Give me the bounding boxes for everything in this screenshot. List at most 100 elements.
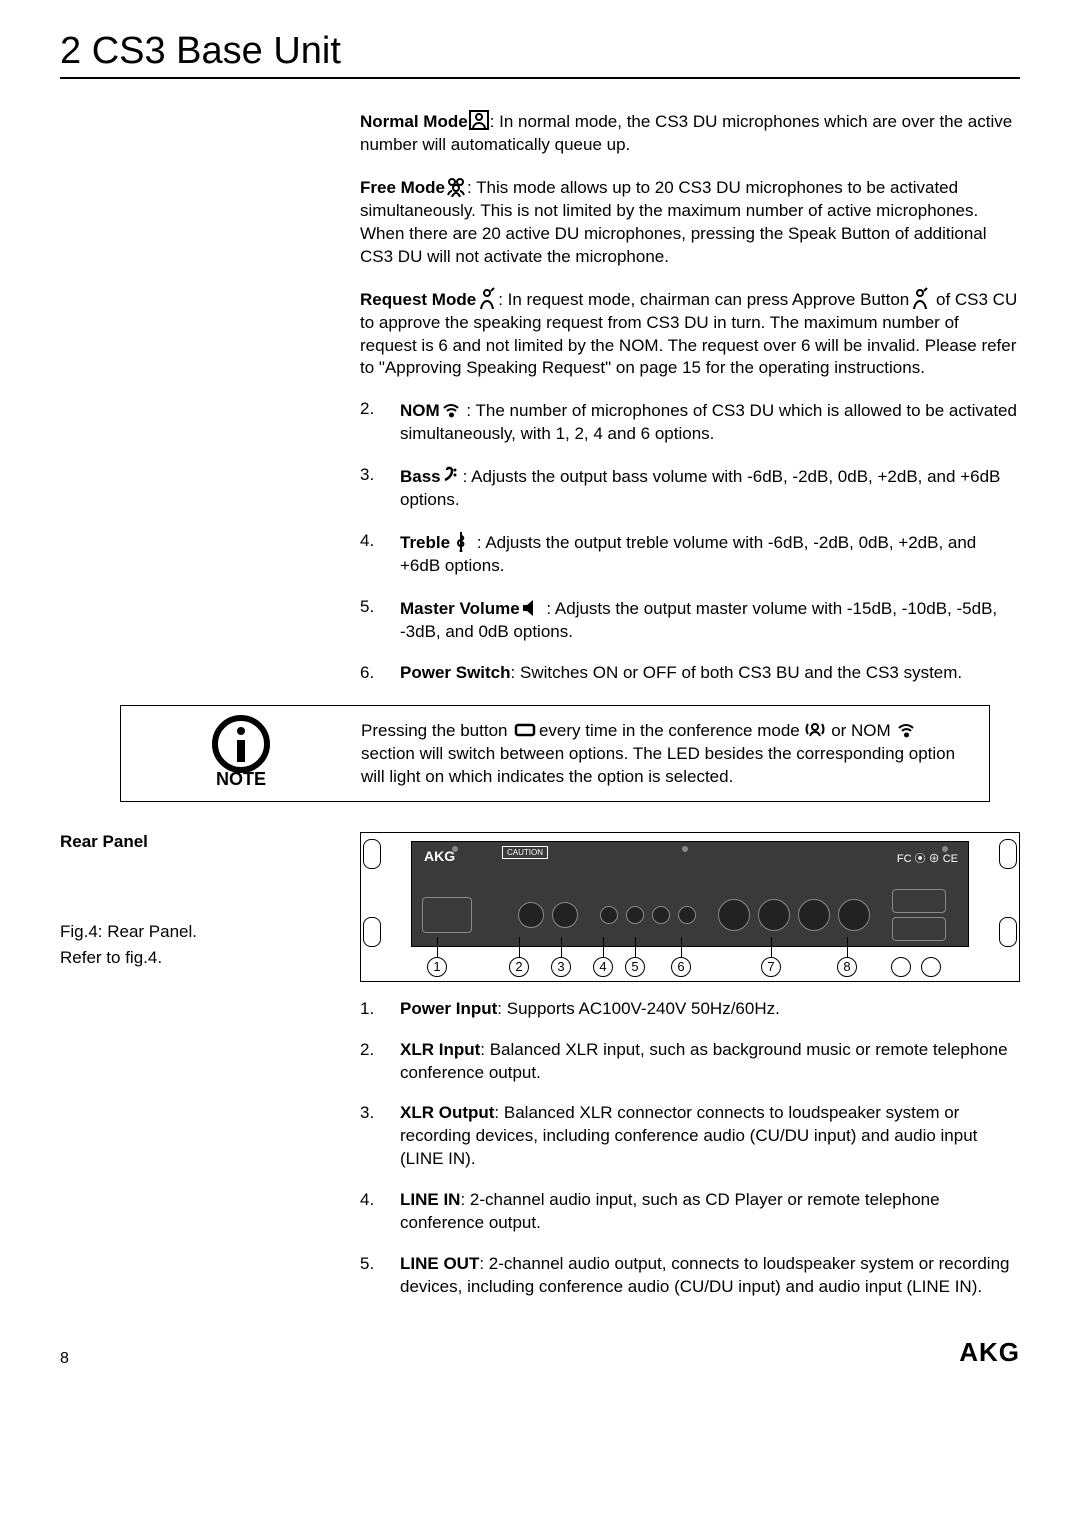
raised-hand-icon [476, 287, 498, 309]
request-mode-label: Request Mode [360, 290, 476, 309]
rear-panel-list: 1.Power Input: Supports AC100V-240V 50Hz… [360, 998, 1020, 1299]
item-text: : Adjusts the output bass volume with -6… [400, 467, 1000, 509]
line-jack [626, 906, 644, 924]
item-label: Bass [400, 467, 441, 486]
item-text: : Adjusts the output treble volume with … [400, 533, 976, 575]
button-rect-icon [512, 718, 534, 740]
item-text: : 2-channel audio output, connects to lo… [400, 1254, 1010, 1296]
list-item: 2. NOM : The number of microphones of CS… [360, 398, 1020, 446]
din-connector [798, 899, 830, 931]
power-inlet [422, 897, 472, 933]
figure-refer: Refer to fig.4. [60, 948, 360, 968]
callout-empty [891, 957, 911, 977]
page-number: 8 [60, 1350, 69, 1368]
callout-number: 8 [837, 957, 857, 977]
panel-logo: AKG [424, 848, 455, 864]
xlr-connector [518, 902, 544, 928]
note-text-d: section will switch between options. The… [361, 744, 955, 786]
brand-logo: AKG [959, 1337, 1020, 1368]
section-title: 2 CS3 Base Unit [60, 30, 1020, 79]
free-mode-label: Free Mode [360, 178, 445, 197]
request-mode-paragraph: Request Mode : In request mode, chairman … [360, 287, 1020, 381]
callout-number: 7 [761, 957, 781, 977]
line-jack [652, 906, 670, 924]
item-label: Treble [400, 533, 450, 552]
item-label: Master Volume [400, 599, 520, 618]
item-number: 4. [360, 530, 400, 578]
list-item: 4.LINE IN: 2-channel audio input, such a… [360, 1189, 1020, 1235]
din-connector [838, 899, 870, 931]
person-parens-icon [804, 718, 826, 740]
line-jack [600, 906, 618, 924]
front-panel-list: 2. NOM : The number of microphones of CS… [360, 398, 1020, 684]
rear-panel-plate: AKG CAUTION FC ⦿ ⊕ CE [411, 841, 969, 947]
list-item: 6. Power Switch: Switches ON or OFF of b… [360, 662, 1020, 685]
info-circle-icon [211, 714, 271, 774]
callout-empty [921, 957, 941, 977]
note-box: NOTE Pressing the button every time in t… [120, 705, 990, 802]
item-number: 2. [360, 398, 400, 446]
note-text-b: every time in the conference mode [534, 721, 804, 740]
request-mode-text-a: : In request mode, chairman can press Ap… [498, 290, 909, 309]
list-item: 3. Bass: Adjusts the output bass volume … [360, 464, 1020, 512]
bass-clef-icon [441, 464, 463, 486]
group-icon [445, 175, 467, 197]
person-box-icon [468, 109, 490, 131]
callout-row: 12345678 [361, 951, 1019, 977]
figure-caption: Fig.4: Rear Panel. [60, 922, 360, 942]
item-label: LINE IN [400, 1190, 460, 1209]
callout-number: 5 [625, 957, 645, 977]
item-number: 3. [360, 464, 400, 512]
item-label: XLR Input [400, 1040, 480, 1059]
callout-number: 6 [671, 957, 691, 977]
raised-hand-icon [909, 287, 931, 309]
item-label: Power Switch [400, 663, 511, 682]
callout-number: 4 [593, 957, 613, 977]
item-label: XLR Output [400, 1103, 494, 1122]
list-item: 5. Master Volume : Adjusts the output ma… [360, 596, 1020, 644]
panel-cert: FC ⦿ ⊕ CE [897, 850, 958, 866]
control-port [892, 917, 946, 941]
item-number: 6. [360, 662, 400, 685]
note-text: Pressing the button every time in the co… [361, 706, 989, 801]
item-label: Power Input [400, 999, 497, 1018]
item-text: : The number of microphones of CS3 DU wh… [400, 401, 1017, 443]
rear-panel-header: Rear Panel [60, 832, 360, 852]
callout-number: 1 [427, 957, 447, 977]
item-number: 4. [360, 1189, 400, 1235]
xlr-connector [552, 902, 578, 928]
item-number: 5. [360, 1253, 400, 1299]
item-text: : Balanced XLR input, such as background… [400, 1040, 1008, 1082]
item-number: 3. [360, 1102, 400, 1171]
item-text: : Switches ON or OFF of both CS3 BU and … [511, 663, 963, 682]
din-connector [758, 899, 790, 931]
note-text-a: Pressing the button [361, 721, 512, 740]
item-text: : 2-channel audio input, such as CD Play… [400, 1190, 940, 1232]
treble-clef-icon [450, 530, 472, 552]
connector-row [422, 890, 958, 940]
item-label: LINE OUT [400, 1254, 479, 1273]
item-label: NOM [400, 401, 440, 420]
item-number: 2. [360, 1039, 400, 1085]
normal-mode-label: Normal Mode [360, 112, 468, 131]
din-connector [718, 899, 750, 931]
panel-caution: CAUTION [502, 846, 548, 859]
item-number: 5. [360, 596, 400, 644]
list-item: 4. Treble : Adjusts the output treble vo… [360, 530, 1020, 578]
rear-panel-figure: AKG CAUTION FC ⦿ ⊕ CE [360, 832, 1020, 982]
wifi-dot-icon [440, 398, 462, 420]
list-item: 3.XLR Output: Balanced XLR connector con… [360, 1102, 1020, 1171]
speaker-icon [520, 596, 542, 618]
control-port [892, 889, 946, 913]
callout-number: 2 [509, 957, 529, 977]
line-jack [678, 906, 696, 924]
list-item: 2.XLR Input: Balanced XLR input, such as… [360, 1039, 1020, 1085]
item-number: 1. [360, 998, 400, 1021]
note-label: NOTE [121, 769, 361, 790]
list-item: 1.Power Input: Supports AC100V-240V 50Hz… [360, 998, 1020, 1021]
free-mode-paragraph: Free Mode: This mode allows up to 20 CS3… [360, 175, 1020, 269]
note-text-c: or NOM [826, 721, 895, 740]
list-item: 5.LINE OUT: 2-channel audio output, conn… [360, 1253, 1020, 1299]
normal-mode-paragraph: Normal Mode: In normal mode, the CS3 DU … [360, 109, 1020, 157]
wifi-dot-icon [895, 718, 917, 740]
